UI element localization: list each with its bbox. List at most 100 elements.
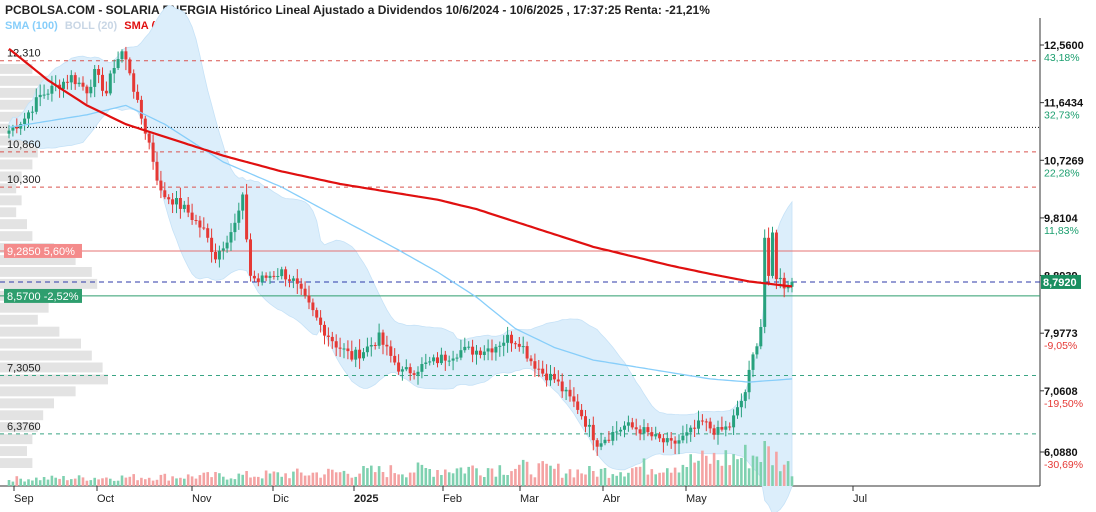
candle-body <box>443 354 447 361</box>
volume-bar <box>128 476 132 486</box>
volume-bar <box>155 479 159 486</box>
volume-bar <box>771 465 774 486</box>
x-tick-label: May <box>686 493 707 505</box>
volume-profile-bar <box>0 362 103 373</box>
volume-bar <box>401 474 404 486</box>
volume-bar <box>389 465 393 486</box>
candle-body <box>132 73 136 92</box>
candle-body <box>494 346 498 353</box>
volume-bar <box>66 480 69 486</box>
volume-bar <box>89 480 93 486</box>
volume-profile-bar <box>0 386 76 397</box>
volume-bar <box>595 476 599 486</box>
volume-bar <box>533 477 537 486</box>
level-label: 9,2850 5,60% <box>7 246 75 258</box>
candle-body <box>650 432 654 437</box>
volume-bar <box>377 466 381 486</box>
volume-bar <box>245 471 248 486</box>
volume-bar <box>183 478 186 486</box>
volume-bar <box>237 473 241 486</box>
volume-bar <box>272 471 276 486</box>
volume-bar <box>58 478 61 486</box>
candle-body <box>268 275 272 278</box>
volume-bar <box>397 474 400 486</box>
volume-bar <box>564 473 568 486</box>
x-tick-label: Feb <box>443 493 462 505</box>
candle-body <box>506 334 510 343</box>
volume-bar <box>249 477 252 486</box>
volume-bar <box>451 473 455 486</box>
candle-body <box>743 392 747 401</box>
current-price-tag <box>1041 274 1081 289</box>
volume-bar <box>186 474 190 486</box>
candle-body <box>404 367 408 370</box>
volume-profile-bar <box>0 374 108 385</box>
candle-body <box>237 210 241 223</box>
candle-body <box>350 351 354 360</box>
volume-bar <box>206 472 209 486</box>
volume-bar <box>112 480 116 486</box>
candle-body <box>447 360 451 362</box>
candle-body <box>560 381 564 392</box>
candle-body <box>451 358 455 361</box>
volume-bar <box>572 477 576 486</box>
candle-body <box>7 130 11 134</box>
candle-body <box>151 142 155 162</box>
volume-bar <box>218 473 221 486</box>
volume-bar <box>560 477 564 486</box>
candle-body <box>330 336 334 342</box>
candle-body <box>693 427 697 429</box>
candle-body <box>619 429 623 432</box>
volume-bar <box>338 472 342 486</box>
level-label: 10,860 <box>7 139 41 151</box>
volume-bar <box>436 470 439 486</box>
candle-body <box>315 310 319 318</box>
volume-bar <box>225 479 229 486</box>
volume-bar <box>222 476 225 486</box>
volume-bar <box>755 456 759 486</box>
candle-body <box>272 275 276 277</box>
volume-bar <box>529 474 533 486</box>
volume-bar <box>697 460 700 486</box>
candle-body <box>564 389 568 392</box>
volume-bar <box>666 468 669 486</box>
volume-bar <box>105 477 108 486</box>
candle-body <box>400 369 404 372</box>
candle-body <box>97 69 101 75</box>
volume-bar <box>296 468 299 486</box>
volume-bar <box>475 468 478 486</box>
candle-body <box>124 51 128 60</box>
x-tick-label: Jul <box>853 493 867 505</box>
candle-body <box>65 81 69 83</box>
candle-body <box>221 248 225 251</box>
volume-profile-bar <box>0 231 33 242</box>
volume-bar <box>662 472 665 486</box>
volume-bar <box>701 450 704 486</box>
bollinger-band <box>8 5 793 512</box>
volume-bar <box>292 471 295 486</box>
candle-body <box>120 51 124 60</box>
volume-bar <box>7 480 11 486</box>
candle-body <box>178 198 182 209</box>
candle-body <box>369 345 373 347</box>
candle-body <box>436 357 439 364</box>
candle-body <box>389 346 393 356</box>
volume-bar <box>11 481 15 486</box>
legend-boll: BOLL (20) <box>64 20 118 32</box>
volume-bar <box>763 441 766 486</box>
volume-bar <box>116 480 120 486</box>
volume-bar <box>253 476 256 486</box>
volume-bar <box>549 465 552 486</box>
volume-bar <box>584 474 587 486</box>
candle-body <box>759 327 763 347</box>
volume-bar <box>229 478 233 486</box>
candle-body <box>210 237 214 252</box>
candle-body <box>459 350 463 358</box>
volume-bar <box>506 475 509 486</box>
candle-body <box>377 332 381 346</box>
volume-bar <box>732 454 735 486</box>
volume-bar <box>447 472 451 486</box>
candle-body <box>591 424 595 441</box>
volume-bar <box>393 473 396 486</box>
